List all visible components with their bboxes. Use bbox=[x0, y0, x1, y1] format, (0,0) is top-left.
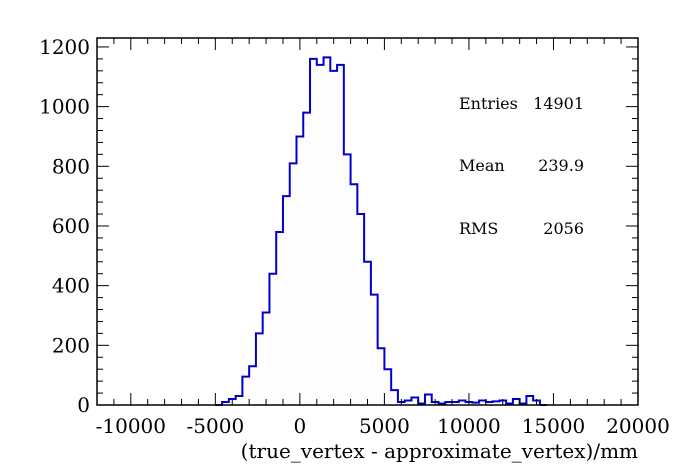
histogram-bin bbox=[424, 394, 432, 405]
histogram-fill-group bbox=[222, 57, 540, 406]
histogram-bin bbox=[282, 196, 290, 405]
histogram-bin bbox=[337, 64, 344, 405]
stats-entries-label: Entries bbox=[459, 94, 518, 113]
y-tick-labels: 0 200 400 600 800 1000 1200 bbox=[39, 35, 90, 417]
histogram-bin bbox=[479, 400, 486, 405]
histogram-bin bbox=[330, 70, 338, 405]
histogram-bin bbox=[235, 396, 243, 405]
x-tick-label: 0 bbox=[294, 414, 307, 438]
y-tick-label: 600 bbox=[52, 214, 90, 238]
stats-box: Entries 14901 Mean 239.9 RMS 2056 bbox=[459, 94, 584, 238]
histogram-bin bbox=[526, 396, 534, 405]
x-tick-label: 10000 bbox=[437, 414, 501, 438]
histogram-bin bbox=[452, 402, 459, 405]
histogram-bin bbox=[485, 402, 493, 405]
histogram-bin bbox=[350, 184, 358, 405]
x-tick-label: 20000 bbox=[606, 414, 670, 438]
histogram-bin bbox=[323, 57, 331, 405]
histogram-bin bbox=[316, 64, 324, 405]
y-tick-label: 200 bbox=[52, 333, 90, 357]
y-tick-label: 400 bbox=[52, 274, 90, 298]
histogram-bin bbox=[377, 348, 385, 405]
x-tick-label: -10000 bbox=[96, 414, 166, 438]
histogram-bin bbox=[249, 366, 256, 405]
histogram-bin bbox=[296, 136, 304, 405]
histogram-bin bbox=[242, 376, 250, 405]
x-tick-labels: -10000 -5000 0 5000 10000 15000 20000 bbox=[96, 414, 670, 438]
histogram-line-group bbox=[215, 56, 547, 406]
histogram-bin bbox=[492, 401, 500, 405]
histogram-bin bbox=[255, 333, 263, 405]
y-tick-label: 1000 bbox=[39, 95, 90, 119]
x-tick-label: 5000 bbox=[359, 414, 410, 438]
histogram-bin bbox=[512, 399, 520, 405]
histogram-bin bbox=[357, 214, 365, 405]
histogram-bin bbox=[343, 154, 351, 405]
histogram-outline bbox=[215, 56, 547, 406]
histogram-bin bbox=[262, 312, 270, 405]
histogram-bin bbox=[222, 402, 229, 405]
histogram-bin bbox=[445, 402, 453, 405]
y-tick-label: 1200 bbox=[39, 35, 90, 59]
histogram-bin bbox=[404, 400, 412, 405]
histogram-bin bbox=[370, 294, 378, 405]
stats-entries-value: 14901 bbox=[533, 94, 584, 113]
histogram-bin bbox=[303, 112, 311, 405]
histogram-bin bbox=[289, 163, 297, 405]
stats-mean-value: 239.9 bbox=[538, 156, 584, 175]
histogram-bin bbox=[384, 369, 392, 405]
histogram-bin bbox=[276, 231, 283, 405]
histogram-bin bbox=[310, 58, 317, 406]
histogram-bin bbox=[391, 390, 398, 405]
stats-mean-label: Mean bbox=[459, 156, 505, 175]
axis-ticks bbox=[96, 38, 639, 406]
x-tick-label: -5000 bbox=[187, 414, 245, 438]
histogram-bin bbox=[472, 402, 480, 405]
stats-rms-label: RMS bbox=[459, 219, 498, 238]
histogram-bin bbox=[411, 397, 419, 405]
histogram-bin bbox=[364, 261, 371, 405]
x-tick-label: 15000 bbox=[522, 414, 586, 438]
x-axis-title: (true_vertex - approximate_vertex)/mm bbox=[241, 439, 638, 463]
y-tick-label: 0 bbox=[77, 393, 90, 417]
histogram-bin bbox=[269, 273, 277, 405]
stats-rms-value: 2056 bbox=[543, 219, 584, 238]
histogram-bin bbox=[458, 400, 466, 405]
y-tick-label: 800 bbox=[52, 154, 90, 178]
